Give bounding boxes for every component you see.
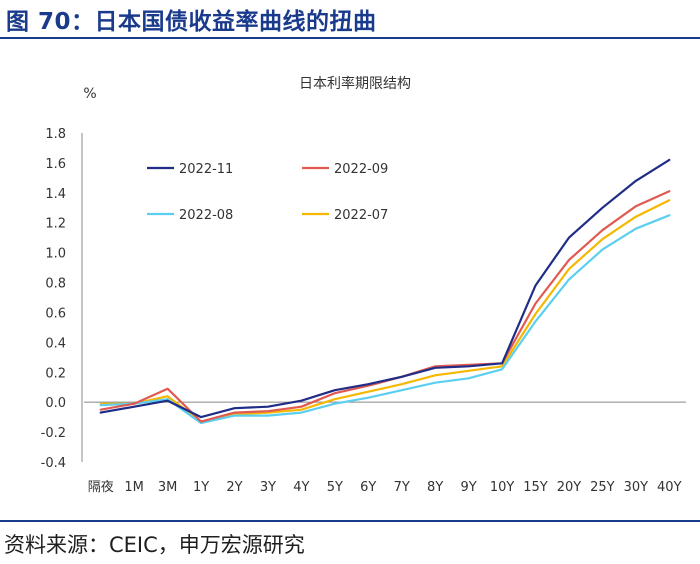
title-divider <box>0 37 700 39</box>
x-tick-label: 8Y <box>427 480 443 495</box>
x-tick-label: 4Y <box>293 480 309 495</box>
y-axis-unit: % <box>83 86 96 102</box>
y-tick-label: 1.4 <box>45 187 66 202</box>
x-tick-label: 9Y <box>461 480 477 495</box>
legend: 2022-11 2022-09 2022-08 2022-07 <box>147 162 388 223</box>
figure-title: 图 70：日本国债收益率曲线的扭曲 <box>6 9 377 35</box>
x-tick-label: 40Y <box>657 480 682 495</box>
chart-title: 日本利率期限结构 <box>299 75 411 92</box>
y-tick-label: -0.2 <box>41 426 66 441</box>
series-line-2022-11 <box>99 158 671 419</box>
y-tick-label: 0.8 <box>45 277 66 292</box>
x-axis-ticks: 隔夜 1M 3M 1Y 2Y 3Y 4Y 5Y 6Y 7Y 8Y 9Y 10Y 15Y 20Y 25Y 30Y 4… <box>88 480 682 495</box>
y-tick-label: 0.4 <box>45 336 66 351</box>
y-tick-label: 0.2 <box>45 366 66 381</box>
yield-curve-chart: 日本利率期限结构 % -0.4 -0.2 0.0 0.2 0.4 0.6 0.8 1.0 1.2… <box>41 75 686 495</box>
y-tick-label: 1.2 <box>45 217 66 232</box>
x-tick-label: 10Y <box>490 480 515 495</box>
x-tick-label: 3Y <box>260 480 276 495</box>
legend-label: 2022-08 <box>179 208 233 223</box>
x-tick-label: 隔夜 <box>88 480 114 495</box>
y-tick-label: 1.0 <box>45 247 66 262</box>
y-tick-label: 0.0 <box>45 396 66 411</box>
y-tick-label: -0.4 <box>41 456 66 471</box>
legend-label: 2022-07 <box>334 208 388 223</box>
x-tick-label: 25Y <box>590 480 615 495</box>
x-tick-label: 3M <box>158 480 178 495</box>
legend-label: 2022-09 <box>334 162 388 177</box>
series-line-2022-07 <box>99 199 671 423</box>
y-tick-label: 0.6 <box>45 306 66 321</box>
legend-label: 2022-11 <box>179 162 233 177</box>
x-tick-label: 15Y <box>523 480 548 495</box>
x-tick-label: 1M <box>124 480 144 495</box>
x-tick-label: 1Y <box>193 480 209 495</box>
x-tick-label: 7Y <box>394 480 410 495</box>
x-tick-label: 5Y <box>327 480 343 495</box>
series-layer <box>99 158 671 425</box>
y-tick-label: 1.8 <box>45 127 66 142</box>
x-tick-label: 6Y <box>360 480 376 495</box>
x-tick-label: 20Y <box>557 480 582 495</box>
source-divider <box>0 520 700 522</box>
x-tick-label: 30Y <box>624 480 649 495</box>
source-note: 资料来源：CEIC，申万宏源研究 <box>4 533 305 557</box>
y-tick-label: 1.6 <box>45 157 66 172</box>
y-axis-ticks: -0.4 -0.2 0.0 0.2 0.4 0.6 0.8 1.0 1.2 1.4 1.6 1.8 <box>41 127 66 471</box>
x-tick-label: 2Y <box>226 480 242 495</box>
series-line-2022-08 <box>99 214 671 425</box>
